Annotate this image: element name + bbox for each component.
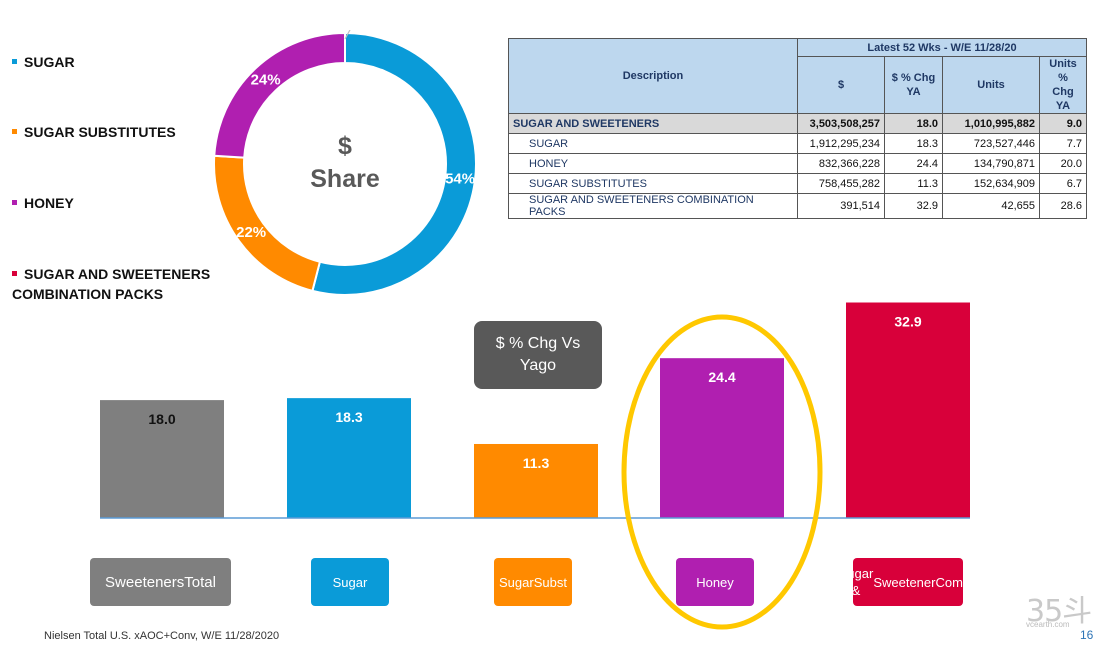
bar-sugar-subst: [474, 443, 598, 518]
bar-value-label: 18.0: [148, 411, 175, 427]
row-units: 134,790,871: [942, 153, 1040, 174]
bar-value-label: 18.3: [335, 409, 362, 425]
row-description: SUGAR AND SWEETENERS: [508, 113, 798, 134]
row-units: 1,010,995,882: [942, 113, 1040, 134]
header-dollar-pct: $ % Chg YA: [884, 56, 943, 114]
category-label-sweeteners-total: Sweeteners Total: [90, 558, 231, 606]
legend-marker: [12, 270, 17, 276]
row-description: SUGAR SUBSTITUTES: [508, 173, 798, 194]
legend-item-honey: HONEY: [12, 193, 74, 213]
donut-center-line1: $: [338, 132, 352, 160]
row-units-pct: 7.7: [1039, 133, 1087, 154]
row-description: SUGAR AND SWEETENERS COMBINATION PACKS: [508, 193, 798, 219]
legend-label: SUGAR SUBSTITUTES: [24, 124, 176, 140]
header-period: Latest 52 Wks - W/E 11/28/20: [797, 38, 1087, 57]
legend-label: HONEY: [24, 195, 74, 211]
table-row: HONEY 832,366,228 24.4 134,790,871 20.0: [508, 153, 1087, 174]
legend-marker: [12, 58, 17, 64]
donut-label-substitutes: 22%: [236, 224, 266, 241]
callout-line1: $ % Chg Vs: [495, 335, 581, 352]
category-label-sugar: Sugar: [311, 558, 389, 606]
header-dollars: $: [797, 56, 885, 114]
bar-value-label: 24.4: [708, 369, 735, 385]
row-pct: 18.3: [884, 133, 943, 154]
row-units-pct: 9.0: [1039, 113, 1087, 134]
donut-slice-sugar: [311, 31, 477, 296]
row-units-pct: 28.6: [1039, 193, 1087, 219]
header-description: Description: [508, 38, 798, 114]
legend-item-sugar-substitutes: SUGAR SUBSTITUTES: [12, 122, 176, 142]
category-label-combo: Sugar & Sweetener Combo: [839, 558, 977, 606]
share-donut-chart: 54%22%24%0%: [213, 30, 477, 296]
category-label-honey: Honey: [676, 558, 754, 606]
chart-title-callout: $ % Chg Vs Yago: [474, 321, 602, 389]
sales-table: Description Latest 52 Wks - W/E 11/28/20…: [508, 38, 1087, 219]
legend-item-sugar: SUGAR: [12, 52, 75, 72]
source-note: Nielsen Total U.S. xAOC+Conv, W/E 11/28/…: [44, 630, 280, 642]
legend-item-combination-packs: SUGAR AND SWEETENERS COMBINATION PACKS: [12, 264, 210, 304]
row-units: 42,655: [942, 193, 1040, 219]
bar-combo: [846, 302, 970, 518]
watermark-logo: 35斗: [1026, 594, 1092, 629]
legend-label-line2: COMBINATION PACKS: [12, 286, 164, 302]
bar-value-label: 11.3: [523, 455, 550, 471]
donut-label-sugar: 54%: [445, 171, 475, 188]
legend-marker: [12, 128, 17, 134]
legend-label: SUGAR AND SWEETENERS: [24, 266, 211, 282]
watermark-text: vcearth.com: [1026, 620, 1070, 629]
donut-label-honey: 24%: [251, 71, 281, 88]
highlight-ellipse: [621, 314, 823, 630]
table-row: SUGAR AND SWEETENERS COMBINATION PACKS 3…: [508, 193, 1087, 219]
table-row: SUGAR AND SWEETENERS 3,503,508,257 18.0 …: [508, 113, 1087, 134]
header-units: Units: [942, 56, 1040, 114]
bar-value-label: 32.9: [894, 314, 921, 330]
page-number: 16: [1080, 628, 1094, 642]
header-units-pct: Units % Chg YA: [1039, 56, 1087, 114]
bar-sweeteners-total: [100, 400, 224, 518]
table-row: SUGAR 1,912,295,234 18.3 723,527,446 7.7: [508, 133, 1087, 154]
donut-center-label: $ Share: [286, 130, 404, 196]
legend-marker: [12, 199, 17, 205]
donut-leader-line: [344, 30, 351, 40]
donut-center-line2: Share: [310, 165, 380, 193]
category-label-sugar-subst: Sugar Subst: [494, 558, 572, 606]
bar-sugar: [287, 398, 411, 518]
bar-honey: [660, 358, 784, 518]
donut-slice-honey: [213, 31, 346, 159]
legend-label: SUGAR: [24, 54, 75, 70]
callout-line2: Yago: [519, 357, 557, 374]
